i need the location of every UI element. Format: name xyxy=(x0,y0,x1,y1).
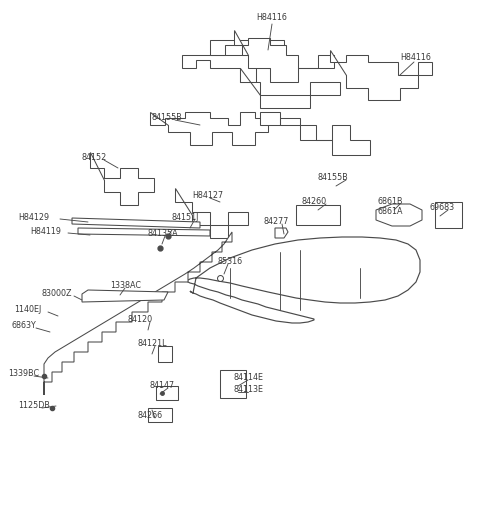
Polygon shape xyxy=(220,370,246,398)
Text: 84155B: 84155B xyxy=(318,173,349,183)
Text: 1140EJ: 1140EJ xyxy=(14,305,41,314)
Text: 84113E: 84113E xyxy=(234,386,264,395)
Text: 84277: 84277 xyxy=(264,218,289,227)
Text: 84114E: 84114E xyxy=(234,374,264,383)
Polygon shape xyxy=(82,290,168,302)
Text: 84147: 84147 xyxy=(150,382,175,390)
Polygon shape xyxy=(90,152,154,205)
Polygon shape xyxy=(275,228,288,238)
Polygon shape xyxy=(330,50,432,100)
Polygon shape xyxy=(187,237,420,323)
Text: 84120: 84120 xyxy=(128,315,153,325)
Polygon shape xyxy=(234,30,334,82)
Text: H84116: H84116 xyxy=(257,14,288,22)
Text: 84266: 84266 xyxy=(138,411,163,421)
Polygon shape xyxy=(148,408,172,422)
Polygon shape xyxy=(78,228,210,236)
Polygon shape xyxy=(44,232,232,395)
Text: H84119: H84119 xyxy=(30,228,61,236)
Text: H84129: H84129 xyxy=(18,213,49,222)
Text: 84121L: 84121L xyxy=(138,339,168,349)
Text: 1339BC: 1339BC xyxy=(8,370,39,378)
Polygon shape xyxy=(158,346,172,362)
Polygon shape xyxy=(240,68,340,108)
Text: 69683: 69683 xyxy=(430,204,455,212)
Polygon shape xyxy=(72,218,200,228)
Text: 84135A: 84135A xyxy=(148,230,179,239)
Text: 6863Y: 6863Y xyxy=(12,322,37,330)
Polygon shape xyxy=(182,55,270,82)
Polygon shape xyxy=(296,205,340,225)
Polygon shape xyxy=(376,204,422,226)
Text: 1338AC: 1338AC xyxy=(110,281,141,291)
Polygon shape xyxy=(435,202,462,228)
Text: H84127: H84127 xyxy=(192,192,223,200)
Polygon shape xyxy=(260,112,370,155)
Text: 6861B: 6861B xyxy=(378,197,404,207)
Polygon shape xyxy=(156,386,178,400)
Polygon shape xyxy=(150,112,268,145)
Text: H84116: H84116 xyxy=(400,53,431,63)
Text: 84155B: 84155B xyxy=(152,113,183,123)
Polygon shape xyxy=(210,40,284,68)
Text: 84152: 84152 xyxy=(82,153,107,162)
Text: 1125DB: 1125DB xyxy=(18,401,50,410)
Polygon shape xyxy=(175,188,248,238)
Text: 84260: 84260 xyxy=(302,197,327,207)
Text: 85316: 85316 xyxy=(218,257,243,267)
Text: 6861A: 6861A xyxy=(378,208,404,217)
Text: 83000Z: 83000Z xyxy=(42,290,72,299)
Text: 84151J: 84151J xyxy=(172,213,199,222)
